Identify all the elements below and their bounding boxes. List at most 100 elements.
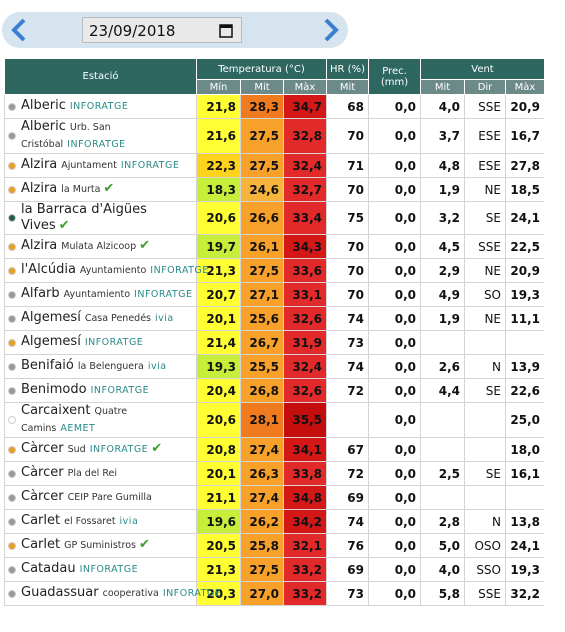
status-dot [8,242,16,251]
station-detail: Ayuntamiento [63,289,131,300]
value-cell: 3,2 [420,201,465,235]
value-cell: 0,0 [368,557,421,582]
value-cell: 73 [326,330,369,355]
station-detail: Quatre Camins [21,406,128,434]
network-logo: INFORATGE [67,139,126,150]
value-cell: 70 [326,177,369,202]
value-cell: 28,3 [240,94,284,119]
station-cell: Guadassuar cooperativa INFORATGE [4,581,221,606]
station-row: Carlet el Fossaret ivia 19,6 26,2 34,2 74 0,0 2,… [4,509,544,534]
check-icon: ✔ [151,441,163,456]
value-cell: 4,8 [420,153,465,178]
status-dot [8,541,16,550]
check-icon: ✔ [139,238,151,253]
value-cell: 26,8 [240,378,284,403]
value-cell: 20,9 [505,94,544,119]
station-cell: Benimodo INFORATGE [4,378,197,403]
value-cell: N [464,354,506,379]
value-cell: ESE [464,153,506,178]
station-row: Càrcer Pla del Rei 20,1 26,3 33,8 72 0,0 2,5 SE 1… [4,461,544,486]
station-detail: Pla del Rei [67,468,117,479]
station-row: Càrcer CEIP Pare Gumilla 21,1 27,4 34,8 69 0,0 [4,485,544,510]
network-logo: ivia [119,516,139,527]
value-cell: NE [464,306,506,331]
station-row: Alfarb Ayuntamiento INFORATGE 20,7 27,1 33,1 7… [4,282,544,307]
check-icon: ✔ [138,537,150,552]
check-icon: ✔ [103,181,115,196]
station-name: Carlet [21,537,61,552]
value-cell: SSE [464,94,506,119]
value-cell: 2,8 [420,509,465,534]
status-dot [8,565,16,574]
status-dot [8,185,16,194]
status-dot [8,517,16,526]
network-logo: INFORATGE [89,444,149,455]
value-cell: 21,4 [196,330,241,355]
station-detail: Ayuntamiento [79,265,147,276]
status-dot [8,102,16,111]
value-cell: 35,5 [283,402,327,438]
value-cell: 0,0 [368,485,421,510]
value-cell: 33,1 [283,282,327,307]
status-dot [8,469,16,478]
sub-header: Mit [420,79,465,95]
station-detail: Mulata Alzicoop [61,241,137,252]
value-cell: 16,1 [505,461,544,486]
next-day[interactable] [316,16,344,44]
value-cell: 32,6 [283,378,327,403]
value-cell: 19,3 [196,354,241,379]
value-cell: 32,4 [283,354,327,379]
station-detail: el Fossaret [64,516,116,527]
value-cell: 75 [326,201,369,235]
value-cell: 0,0 [368,581,421,606]
value-cell [505,330,544,355]
station-row: Algemesí INFORATGE 21,4 26,7 31,9 73 0,0 [4,330,544,355]
value-cell: 27,5 [240,258,284,283]
value-cell: 20,6 [196,201,241,235]
station-cell: Carcaixent Quatre Camins AEMET [4,402,197,438]
station-name: Algemesí [21,310,81,325]
value-cell: 20,4 [196,378,241,403]
value-cell: 27,4 [240,485,284,510]
station-row: Alzira la Murta ✔ 18,3 24,6 32,7 70 0,0 1,9 NE 18,… [4,177,544,202]
value-cell: SO [464,282,506,307]
prev-day[interactable] [6,16,34,44]
station-name: Guadassuar [21,585,99,600]
value-cell: 4,0 [420,557,465,582]
station-cell: Alberic INFORATGE [4,94,197,119]
value-cell: 27,5 [240,118,284,154]
station-row: Carlet GP Suministros ✔ 20,5 25,8 32,1 76 0,0 5,… [4,533,544,558]
value-cell [464,485,506,510]
date-input[interactable]: 23/09/2018 [82,17,242,43]
calendar-icon[interactable] [219,23,233,38]
station-cell: Carlet el Fossaret ivia [4,509,197,534]
check-icon: ✔ [58,218,70,233]
station-cell: Alzira Ajuntament INFORATGE [4,153,197,178]
value-cell: 26,7 [240,330,284,355]
value-cell: 20,9 [505,258,544,283]
station-cell: Càrcer Pla del Rei [4,461,197,486]
sub-header: Màx [283,79,327,95]
value-cell: NE [464,258,506,283]
value-cell: 34,2 [283,509,327,534]
value-cell: 20,3 [196,581,241,606]
value-cell: 72 [326,461,369,486]
value-cell: 27,8 [505,153,544,178]
value-cell: 24,1 [505,201,544,235]
value-cell: 74 [326,306,369,331]
network-logo: INFORATGE [90,385,150,396]
value-cell [464,402,506,438]
header-humidity: HR (%) [326,58,369,80]
station-cell: Algemesí INFORATGE [4,330,197,355]
station-name: Càrcer [21,465,64,480]
value-cell: 33,2 [283,557,327,582]
station-name: la Barraca d'Aigües Vives [21,202,147,233]
network-logo: INFORATGE [150,265,209,276]
sub-header: Mín [196,79,241,95]
value-cell: SSO [464,557,506,582]
value-cell: 0,0 [368,306,421,331]
status-dot [8,362,16,371]
value-cell: 27,0 [240,581,284,606]
station-row: la Barraca d'Aigües Vives ✔ 20,6 26,6 33,4 75… [4,201,544,235]
value-cell: 76 [326,533,369,558]
